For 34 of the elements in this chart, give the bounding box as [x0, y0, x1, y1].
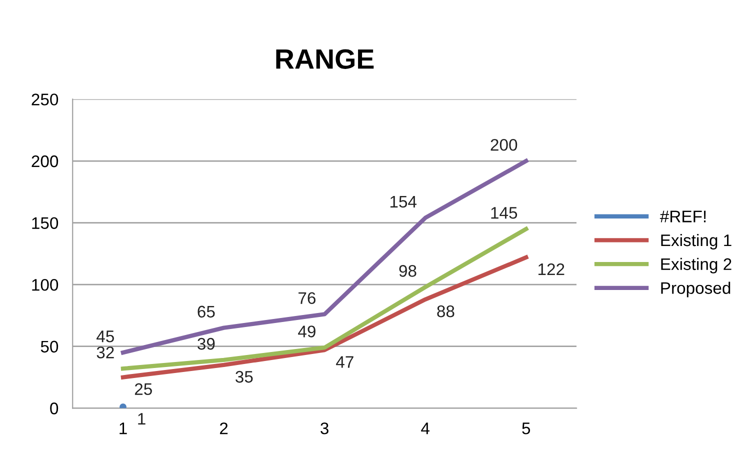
data-label: 47: [336, 356, 354, 368]
legend-label: #REF!: [660, 210, 706, 222]
y-tick-label: 50: [40, 340, 58, 353]
legend-label: Existing 1: [661, 234, 732, 250]
data-label: 122: [538, 263, 564, 276]
x-tick-label: 1: [120, 422, 127, 434]
y-tick-label: 250: [32, 94, 58, 106]
x-tick-label: 4: [421, 422, 430, 434]
data-label: 98: [399, 265, 416, 277]
data-label: 76: [298, 292, 316, 304]
x-tick-label: 5: [522, 422, 530, 434]
data-label: 154: [390, 196, 417, 208]
y-tick-label: 150: [32, 217, 58, 229]
y-tick-label: 200: [32, 155, 58, 168]
x-tick-label: 2: [220, 422, 228, 434]
data-label: 1: [138, 413, 146, 425]
data-label: 32: [96, 346, 114, 358]
x-tick-label: 3: [320, 422, 328, 434]
data-label: 49: [298, 326, 316, 338]
data-label: 39: [198, 338, 215, 350]
data-label: 88: [437, 305, 454, 318]
line-series: [120, 158, 528, 355]
y-tick-label: 0: [50, 402, 58, 414]
chart-title: RANGE: [276, 49, 374, 69]
data-label: 145: [491, 207, 518, 219]
legend-label: Proposed: [661, 282, 730, 298]
legend-label: Existing 2: [661, 258, 732, 274]
y-tick-label: 100: [32, 278, 58, 291]
data-label: 45: [96, 330, 114, 342]
data-label: 25: [134, 383, 152, 396]
data-label: 35: [236, 370, 253, 383]
line-series: [120, 226, 528, 371]
data-label: 65: [198, 306, 215, 318]
data-label: 200: [490, 138, 518, 151]
